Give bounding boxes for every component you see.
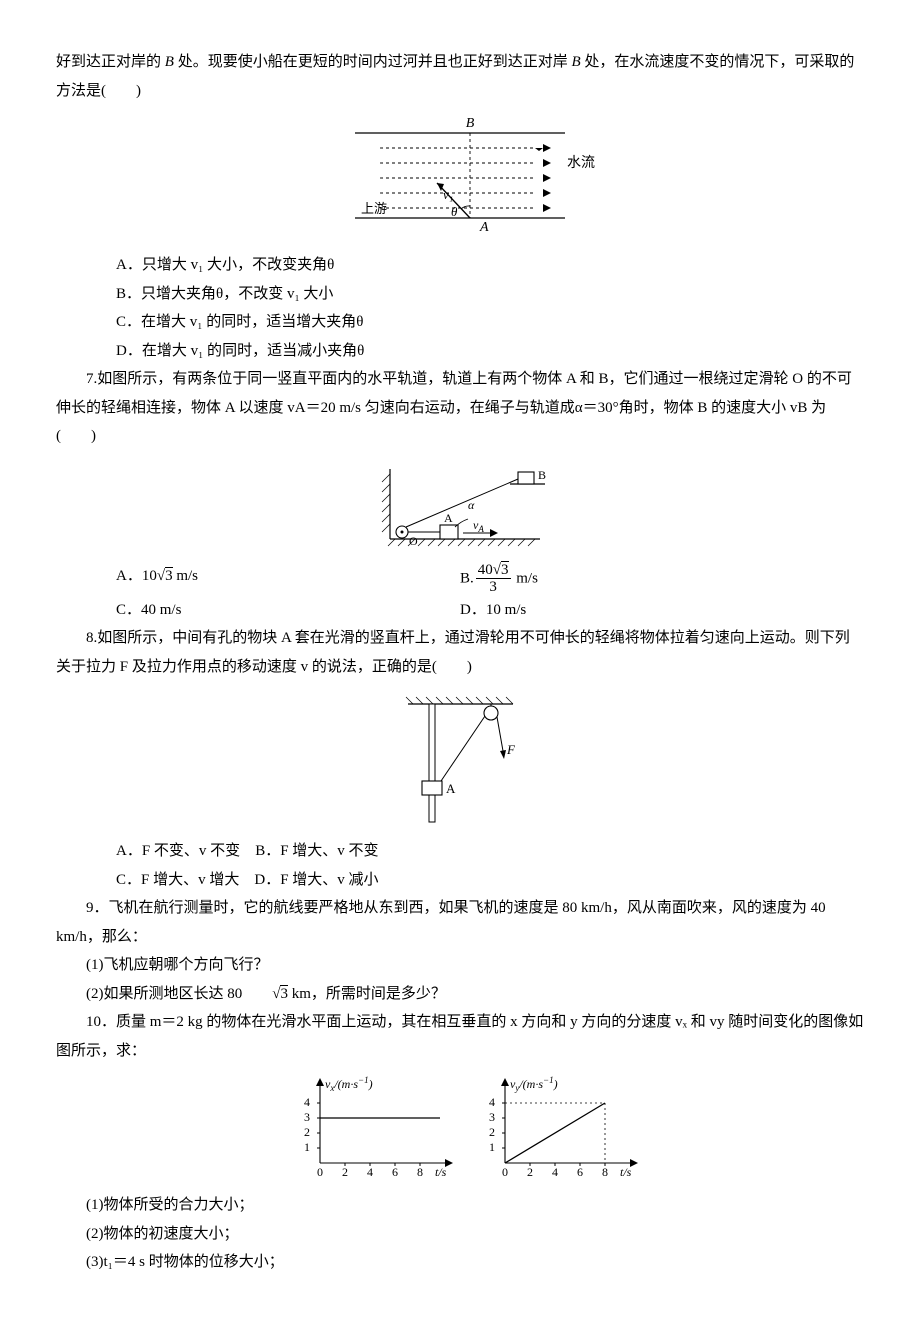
svg-text:1: 1 [489, 1140, 495, 1154]
q6-fig-A: A [479, 220, 489, 235]
q7-opt-b-num-sqrt: 3 [501, 561, 509, 578]
svg-text:3: 3 [489, 1110, 495, 1124]
svg-text:4: 4 [304, 1095, 310, 1109]
q7-opt-a-pre: A．10 [116, 568, 157, 584]
svg-text:2: 2 [342, 1165, 348, 1179]
q9-p1: (1)飞机应朝哪个方向飞行？ [56, 951, 864, 980]
q6-stem-mid: 处。现要使小船在更短的时间内过河并且也正好到达正对岸 [174, 54, 572, 70]
q8-opt-c: C．F 增大、v 增大 [116, 872, 239, 888]
q8-stem: 8.如图所示，中间有孔的物块 A 套在光滑的竖直杆上，通过滑轮用不可伸长的轻绳将… [56, 624, 864, 681]
svg-text:6: 6 [392, 1165, 398, 1179]
q6-stem: 好到达正对岸的 B 处。现要使小船在更短的时间内过河并且也正好到达正对岸 B 处… [56, 48, 864, 105]
q7-fig-alpha: α [468, 498, 475, 512]
q8-opts-row1: A．F 不变、v 不变 B．F 增大、v 不变 [56, 837, 864, 866]
q7-stem: 7.如图所示，有两条位于同一竖直平面内的水平轨道，轨道上有两个物体 A 和 B，… [56, 365, 864, 451]
svg-text:4: 4 [552, 1165, 558, 1179]
svg-text:6: 6 [577, 1165, 583, 1179]
q7-opt-b-pre: B. [460, 570, 474, 586]
q6-fig-theta: θ [451, 204, 458, 219]
svg-text:8: 8 [417, 1165, 423, 1179]
q6-figure: B A 水流 上游 v₁ θ [56, 113, 864, 243]
q9-p2-post: km，所需时间是多少？ [288, 986, 446, 1002]
q6-stem-pre: 好到达正对岸的 [56, 54, 165, 70]
q6-opt-c: C．在增大 v₁ 的同时，适当增大夹角θ [56, 308, 864, 337]
q7-fig-B: B [538, 468, 546, 482]
q7-figure: O A B vA α [56, 459, 864, 554]
q8-opt-a: A．F 不变、v 不变 [116, 843, 240, 859]
q10-p3: (3)t₁＝4 s 时物体的位移大小； [56, 1248, 864, 1277]
q8-figure: A F [56, 689, 864, 829]
svg-text:0: 0 [317, 1165, 323, 1179]
svg-text:vy/(m·s−1): vy/(m·s−1) [510, 1075, 558, 1093]
q6-fig-up: 上游 [361, 201, 387, 216]
svg-text:4: 4 [489, 1095, 495, 1109]
svg-text:t/s: t/s [435, 1165, 447, 1179]
q7-opt-b-num-pre: 40 [478, 562, 493, 578]
svg-text:2: 2 [527, 1165, 533, 1179]
q9-p2: (2)如果所测地区长达 80√3 km，所需时间是多少？ [56, 980, 864, 1009]
q7-fig-A: A [444, 511, 453, 525]
q8-opts-row2: C．F 增大、v 增大 D．F 增大、v 减小 [56, 866, 864, 895]
svg-text:vA: vA [473, 518, 484, 534]
q9-p2-pre: (2)如果所测地区长达 80 [86, 986, 242, 1002]
q8-opt-b: B．F 增大、v 不变 [255, 843, 378, 859]
q6-opt-b: B．只增大夹角θ，不改变 v₁ 大小 [56, 280, 864, 309]
svg-text:8: 8 [602, 1165, 608, 1179]
q9-p2-sqrt: 3 [280, 985, 288, 1002]
q7-fig-O: O [409, 534, 418, 548]
q10-stem: 10．质量 m＝2 kg 的物体在光滑水平面上运动，其在相互垂直的 x 方向和 … [56, 1008, 864, 1065]
q8-opt-d: D．F 增大、v 减小 [254, 872, 378, 888]
q8-fig-F: F [506, 742, 516, 757]
q6-fig-flow: 水流 [567, 155, 595, 171]
svg-text:t/s: t/s [620, 1165, 632, 1179]
q7-options: A．10√3 m/s B.40√33 m/s C．40 m/s D．10 m/s [56, 562, 864, 625]
svg-text:0: 0 [502, 1165, 508, 1179]
svg-text:2: 2 [304, 1125, 310, 1139]
q10-charts: 1 2 3 4 0 2 4 6 8 vx/(m·s−1) t/s [56, 1073, 864, 1183]
q7-opt-b-den: 3 [476, 579, 511, 596]
q7-opt-c: C．40 m/s [56, 596, 460, 625]
svg-text:vx/(m·s−1): vx/(m·s−1) [325, 1075, 373, 1093]
q6-fig-B: B [466, 116, 475, 131]
q9-stem: 9．飞机在航行测量时，它的航线要严格地从东到西，如果飞机的速度是 80 km/h… [56, 894, 864, 951]
q6-opt-a: A．只增大 v₁ 大小，不改变夹角θ [56, 251, 864, 280]
q7-opt-d: D．10 m/s [460, 596, 864, 625]
q6-opt-d: D．在增大 v₁ 的同时，适当减小夹角θ [56, 337, 864, 366]
q7-opt-b-post: m/s [513, 570, 538, 586]
q10-p1: (1)物体所受的合力大小； [56, 1191, 864, 1220]
q7-opt-a-post: m/s [173, 568, 198, 584]
q8-fig-A: A [446, 781, 456, 796]
svg-text:2: 2 [489, 1125, 495, 1139]
q6-B2: B [571, 54, 580, 70]
svg-text:1: 1 [304, 1140, 310, 1154]
q7-opt-a-sqrt: 3 [165, 567, 173, 584]
q10-p2: (2)物体的初速度大小； [56, 1220, 864, 1249]
q6-B1: B [165, 54, 174, 70]
svg-text:4: 4 [367, 1165, 373, 1179]
q6-fig-v1: v₁ [443, 187, 453, 202]
svg-text:3: 3 [304, 1110, 310, 1124]
